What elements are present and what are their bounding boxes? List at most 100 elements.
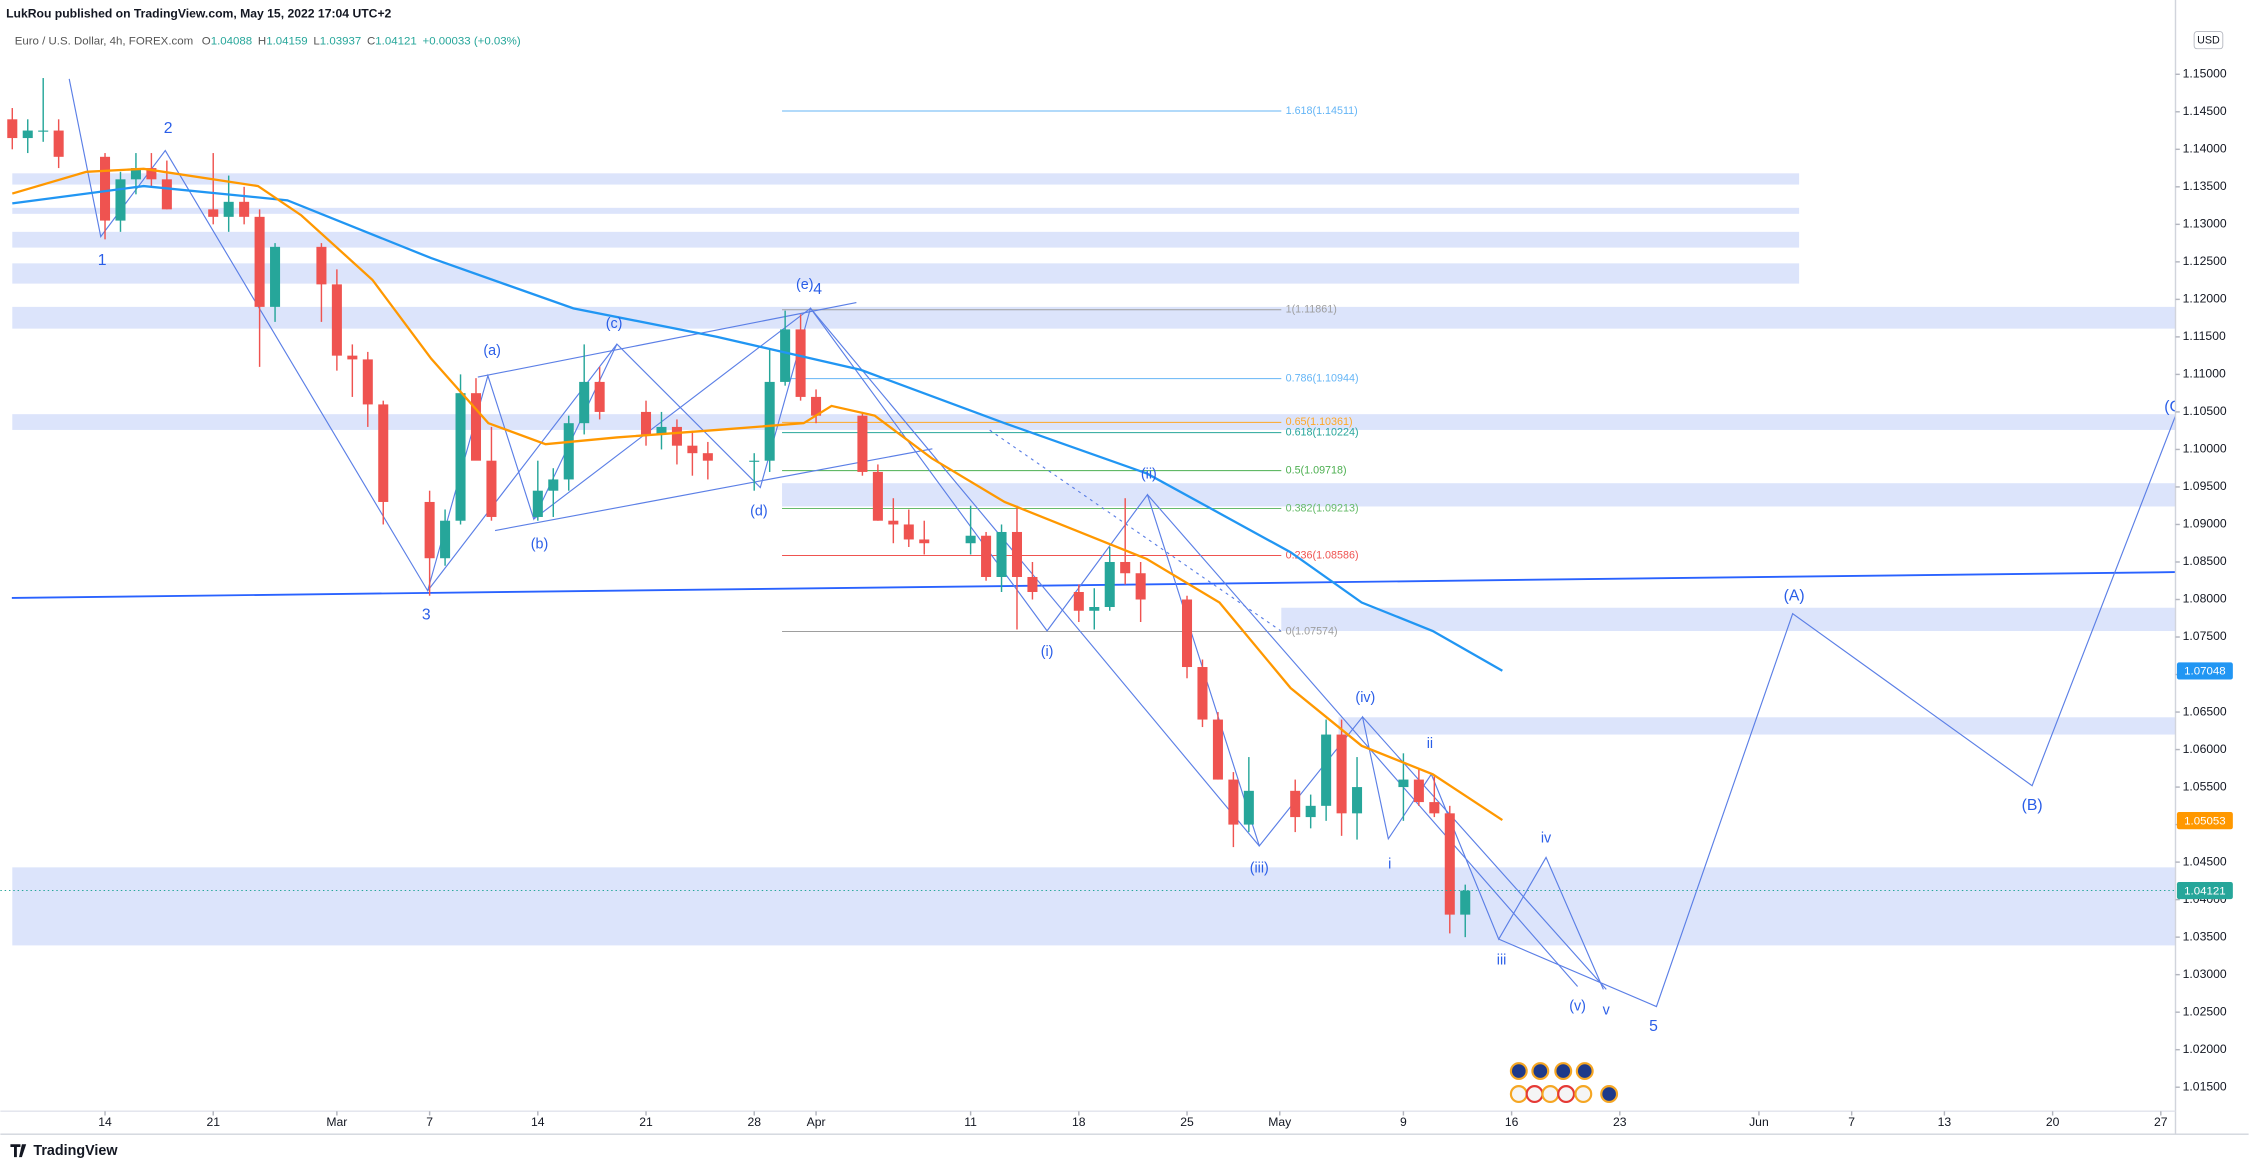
fib-label: 1(1.11861) bbox=[1286, 304, 1337, 316]
x-tick-label: 28 bbox=[747, 1115, 761, 1129]
candle-body bbox=[1181, 599, 1193, 668]
fib-label: 0.382(1.09213) bbox=[1286, 502, 1359, 514]
y-tick-label: 1.07500 bbox=[2183, 629, 2227, 643]
wave-label: (c) bbox=[606, 316, 623, 332]
wave-label: 2 bbox=[164, 120, 173, 137]
candle-body bbox=[1073, 591, 1084, 611]
x-tick-label: 7 bbox=[1848, 1115, 1855, 1129]
y-tick-label: 1.15000 bbox=[2183, 66, 2227, 80]
candle-body bbox=[671, 426, 682, 446]
wave-label: (iv) bbox=[1355, 690, 1375, 706]
candle-body bbox=[470, 393, 482, 461]
y-tick-label: 1.11500 bbox=[2183, 329, 2226, 343]
wave-label: (e) bbox=[796, 277, 814, 293]
ohlc-value: 1.04159 bbox=[266, 36, 307, 48]
y-tick-label: 1.08500 bbox=[2183, 554, 2227, 568]
wave-label: (i) bbox=[1041, 644, 1054, 660]
candle-body bbox=[440, 520, 451, 559]
x-tick-label: 25 bbox=[1180, 1115, 1194, 1129]
candle-body bbox=[1352, 787, 1363, 814]
y-tick-label: 1.13000 bbox=[2183, 217, 2227, 231]
candle-body bbox=[270, 246, 281, 307]
wave-label: (A) bbox=[1784, 588, 1805, 605]
candle-body bbox=[1429, 802, 1440, 814]
wave-line bbox=[533, 307, 811, 520]
zone bbox=[782, 483, 2176, 507]
candle-body bbox=[486, 460, 497, 517]
header: LukRou published on TradingView.com, May… bbox=[6, 7, 521, 48]
candle-body bbox=[563, 423, 574, 480]
candle-body bbox=[1027, 576, 1038, 592]
candle-body bbox=[903, 524, 914, 540]
candle-body bbox=[749, 460, 760, 462]
axes: USD 1.15000 1.14500 1.14000 1.13500 1.13000 1… bbox=[0, 0, 2233, 1135]
event-icon bbox=[1509, 1062, 1528, 1081]
ohlc-value: 1.03937 bbox=[320, 36, 361, 48]
event-icons bbox=[1509, 1062, 1619, 1103]
candle-body bbox=[1243, 790, 1254, 825]
moving-averages bbox=[0, 167, 2176, 892]
candle-body bbox=[146, 168, 157, 180]
candle-body bbox=[223, 201, 234, 217]
candle-body bbox=[656, 426, 667, 435]
event-icon bbox=[1575, 1062, 1594, 1081]
brand: TradingView bbox=[33, 1143, 118, 1159]
change: +0.00033 (+0.03%) bbox=[423, 36, 521, 48]
x-tick-label: 16 bbox=[1505, 1115, 1519, 1129]
moving-average bbox=[12, 184, 1503, 672]
y-tick-label: 1.03500 bbox=[2183, 929, 2227, 943]
y-tick-label: 1.04500 bbox=[2183, 854, 2227, 868]
candle-body bbox=[7, 119, 18, 139]
y-tick-label: 1.02500 bbox=[2183, 1004, 2227, 1018]
candle-body bbox=[857, 415, 868, 472]
candle-body bbox=[347, 355, 358, 360]
y-tick-label: 1.01500 bbox=[2183, 1079, 2227, 1093]
zone bbox=[12, 306, 2176, 329]
symbol-legend: Euro / U.S. Dollar, 4h, FOREX.com O1.0408… bbox=[15, 36, 521, 48]
x-tick-label: 23 bbox=[1613, 1115, 1627, 1129]
candle-body bbox=[1228, 779, 1239, 825]
event-icon bbox=[1531, 1062, 1550, 1081]
y-tick-label: 1.12500 bbox=[2183, 254, 2227, 268]
wave-label: (a) bbox=[483, 343, 501, 359]
candle-body bbox=[548, 479, 559, 491]
candle-body bbox=[362, 359, 373, 405]
ohlc-key: C bbox=[367, 36, 375, 48]
currency-box bbox=[2193, 31, 2224, 50]
price-tag bbox=[2176, 812, 2233, 830]
candle-body bbox=[532, 490, 543, 517]
wave-label: (B) bbox=[2022, 797, 2043, 814]
price-tag-label: 1.07048 bbox=[2184, 666, 2225, 678]
ohlc-value: 1.04088 bbox=[211, 36, 252, 48]
zone bbox=[1281, 607, 2176, 632]
publisher: LukRou published on TradingView.com, May… bbox=[6, 7, 391, 21]
ohlc-key: L bbox=[313, 36, 319, 48]
footer: TradingView bbox=[0, 1133, 2249, 1170]
price-tag bbox=[2176, 662, 2233, 680]
y-tick-label: 1.10500 bbox=[2183, 404, 2227, 418]
fib-label: 0(1.07574) bbox=[1286, 625, 1338, 637]
zone bbox=[12, 867, 2176, 946]
candle-body bbox=[38, 130, 49, 132]
x-tick-label: 27 bbox=[2154, 1115, 2168, 1129]
moving-average bbox=[11, 167, 1503, 822]
x-tick-label: 14 bbox=[531, 1115, 545, 1129]
candle-body bbox=[1321, 734, 1332, 806]
x-tick-label: 18 bbox=[1072, 1115, 1086, 1129]
wave-label: 3 bbox=[422, 606, 431, 623]
candle-body bbox=[687, 445, 698, 454]
candle-body bbox=[378, 404, 389, 502]
wave-label: iv bbox=[1541, 831, 1552, 847]
candle-body bbox=[1305, 805, 1316, 818]
candle-body bbox=[919, 539, 930, 544]
wave-label: 4 bbox=[813, 281, 822, 298]
y-tick-label: 1.08000 bbox=[2183, 592, 2227, 606]
price-tag-label: 1.05053 bbox=[2184, 815, 2225, 827]
wave-label: ii bbox=[1427, 736, 1433, 752]
candle-body bbox=[780, 329, 791, 382]
candle-body bbox=[795, 329, 806, 397]
y-tick-label: 1.09500 bbox=[2183, 479, 2227, 493]
wave-label: (iii) bbox=[1250, 861, 1269, 877]
candle-body bbox=[1398, 779, 1409, 788]
